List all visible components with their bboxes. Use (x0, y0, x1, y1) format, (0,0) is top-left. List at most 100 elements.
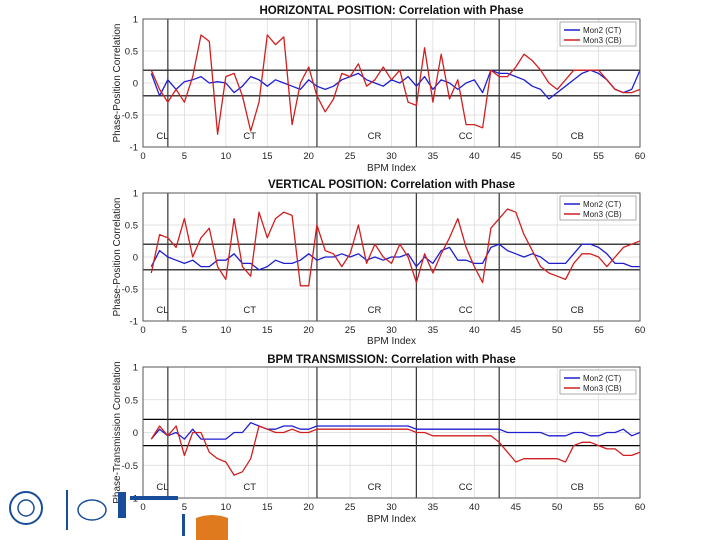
x-tick-label: 20 (303, 325, 314, 336)
x-tick-label: 0 (140, 151, 145, 162)
chart-transmission-panel: CLCTCRCCCB051015202530354045505560-1-0.5… (0, 350, 720, 528)
institute-logo (77, 492, 178, 521)
x-tick-label: 45 (510, 151, 521, 162)
y-tick-label: 0 (133, 79, 138, 90)
x-tick-label: 60 (635, 502, 646, 513)
x-tick-label: 5 (182, 502, 187, 513)
x-tick-label: 30 (386, 502, 397, 513)
x-tick-label: 5 (182, 151, 187, 162)
chart-horizontal: CL CT CR CC CB0 5 10 15 20 25 30 35 40 45 50 55 60-1-0.5… (112, 5, 646, 174)
plot-border (142, 366, 641, 499)
x-tick-label: 40 (469, 325, 480, 336)
plot-border (142, 18, 641, 148)
footer-accent (182, 514, 185, 536)
x-tick-label: 15 (262, 502, 273, 513)
x-tick-label: 25 (345, 502, 356, 513)
y-tick-label: -1 (130, 317, 138, 328)
series-line-mon3 (150, 425, 641, 476)
region-label: CR (368, 482, 382, 493)
region-label: CT (243, 482, 256, 493)
series-line-mon3 (150, 34, 641, 135)
x-tick-label: 0 (140, 502, 145, 513)
y-tick-label: -1 (130, 143, 138, 154)
footer-divider (66, 490, 68, 530)
y-tick-label: 0.5 (125, 221, 138, 232)
x-tick-label: 40 (469, 502, 480, 513)
x-tick-label: 25 (345, 325, 356, 336)
x-tick-label: 35 (428, 325, 439, 336)
region-label: CL (156, 305, 168, 316)
y-tick-label: 0 (133, 428, 138, 439)
y-tick-label: -0.5 (122, 285, 138, 296)
series-line-mon3 (150, 208, 641, 287)
y-tick-label: 0.5 (125, 395, 138, 406)
y-tick-label: 0.5 (125, 47, 138, 58)
footer-logos (9, 490, 228, 540)
x-tick-label: 50 (552, 151, 563, 162)
legend-box (559, 195, 637, 221)
chart-vertical: CL CT CR CC CB0 5 10 15 20 25 30 35 40 45 50 55 60-1-0.5… (112, 179, 646, 347)
region-label: CB (571, 305, 584, 316)
y-axis-label: Phase-Transmission Correlation (112, 361, 123, 503)
region-label: CC (459, 131, 473, 142)
legend-label: Mon2 (CT) (583, 200, 622, 209)
x-tick-label: 60 (635, 151, 646, 162)
x-tick-label: 55 (593, 151, 604, 162)
x-tick-label: 20 (303, 502, 314, 513)
y-tick-label: -0.5 (122, 111, 138, 122)
series-line-mon2 (150, 69, 641, 100)
x-tick-label: 15 (262, 325, 273, 336)
y-axis-label: Phase-Position Correlation (112, 198, 123, 317)
x-tick-label: 5 (182, 325, 187, 336)
x-axis-label: BPM Index (367, 514, 416, 525)
y-axis-label: Phase-Position Correlation (112, 24, 123, 143)
x-tick-label: 10 (221, 502, 232, 513)
x-tick-label: 50 (552, 325, 563, 336)
orange-logo-mark (196, 515, 228, 540)
legend-label: Mon2 (CT) (583, 374, 622, 383)
y-tick-label: 1 (133, 189, 138, 200)
series-line-mon2 (150, 243, 640, 271)
region-label: CR (368, 305, 382, 316)
region-label: CB (571, 131, 584, 142)
chart-title: BPM TRANSMISSION: Correlation with Phase (267, 354, 516, 366)
region-label: CC (459, 482, 473, 493)
legend-label: Mon3 (CB) (583, 384, 622, 393)
chart-vertical-panel: CL CT CR CC CB 0 5 10 15 20 25 30 35 40 45 50 55 60 -1 -0.5… (0, 178, 720, 350)
chart-title: HORIZONTAL POSITION: Correlation with Ph… (259, 5, 523, 17)
legend-label: Mon3 (CB) (583, 36, 622, 45)
chart-transmission: CLCTCRCCCB051015202530354045505560-1-0.5… (112, 354, 646, 525)
x-tick-label: 55 (593, 325, 604, 336)
region-label: CC (459, 305, 473, 316)
region-label: CL (156, 131, 168, 142)
x-tick-label: 35 (428, 502, 439, 513)
legend-label: Mon3 (CB) (583, 210, 622, 219)
region-label: CT (243, 305, 256, 316)
series-line-mon2 (150, 422, 641, 440)
x-tick-label: 25 (345, 151, 356, 162)
y-tick-label: 0 (133, 253, 138, 264)
x-tick-label: 20 (303, 151, 314, 162)
x-tick-label: 40 (469, 151, 480, 162)
legend-box (559, 369, 637, 395)
x-tick-label: 50 (552, 502, 563, 513)
x-tick-label: 10 (221, 325, 232, 336)
chart-title: VERTICAL POSITION: Correlation with Phas… (268, 179, 515, 191)
region-label: CL (156, 482, 168, 493)
y-tick-label: -0.5 (122, 461, 138, 472)
plot-border (142, 192, 641, 322)
x-axis-label: BPM Index (367, 163, 416, 174)
legend-box (559, 21, 637, 47)
x-axis-label: BPM Index (367, 336, 416, 347)
x-tick-label: 15 (262, 151, 273, 162)
region-label: CR (368, 131, 382, 142)
chart-horizontal-panel: CL CT CR CC CB 0 5 10 15 20 25 30 35 40 45 50 55 60 -1 -0.5… (0, 0, 720, 178)
x-tick-label: 35 (428, 151, 439, 162)
x-tick-label: 0 (140, 325, 145, 336)
x-tick-label: 60 (635, 325, 646, 336)
x-tick-label: 30 (386, 325, 397, 336)
y-tick-label: 1 (133, 15, 138, 26)
cern-logo (9, 491, 43, 525)
region-label: CT (243, 131, 256, 142)
x-tick-label: 55 (593, 502, 604, 513)
